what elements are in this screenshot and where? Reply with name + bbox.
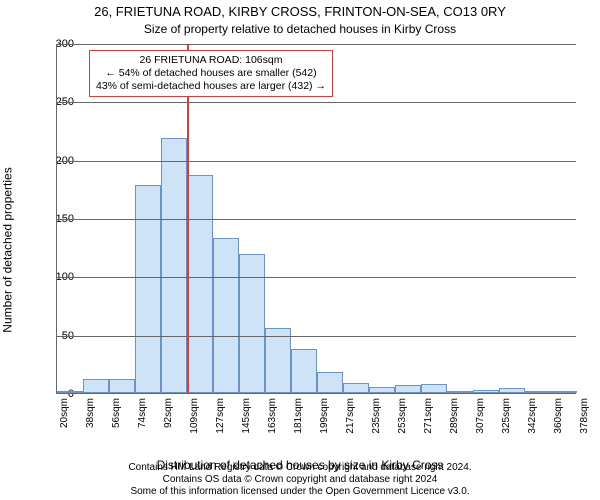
histogram-bar (83, 379, 109, 393)
x-tick-label: 271sqm (423, 398, 434, 434)
gridline (57, 219, 576, 220)
histogram-bar (187, 175, 213, 393)
gridline (57, 277, 576, 278)
x-tick-label: 20sqm (59, 398, 70, 428)
x-tick-label: 235sqm (371, 398, 382, 434)
histogram-bar (109, 379, 135, 393)
annotation-line1: 26 FRIETUNA ROAD: 106sqm (96, 54, 326, 67)
histogram-bar (57, 391, 83, 393)
footer-line2: Contains OS data © Crown copyright and d… (0, 474, 600, 486)
gridline (57, 44, 576, 45)
histogram-bar (395, 385, 421, 393)
title-sub: Size of property relative to detached ho… (0, 22, 600, 36)
footer: Contains HM Land Registry data © Crown c… (0, 462, 600, 498)
chart-container: 26, FRIETUNA ROAD, KIRBY CROSS, FRINTON-… (0, 0, 600, 500)
x-tick-label: 342sqm (527, 398, 538, 434)
gridline (57, 102, 576, 103)
x-tick-label: 163sqm (267, 398, 278, 434)
x-tick-label: 56sqm (111, 398, 122, 428)
gridline (57, 336, 576, 337)
histogram-bar (213, 238, 239, 393)
histogram-bar (161, 138, 187, 394)
x-tick-label: 360sqm (553, 398, 564, 434)
x-tick-label: 307sqm (475, 398, 486, 434)
x-tick-label: 127sqm (215, 398, 226, 434)
x-tick-label: 92sqm (163, 398, 174, 428)
histogram-bar (551, 391, 577, 393)
histogram-bar (239, 254, 265, 393)
histogram-bar (421, 384, 447, 393)
x-tick-label: 38sqm (85, 398, 96, 428)
x-tick-label: 325sqm (501, 398, 512, 434)
annotation-line3: 43% of semi-detached houses are larger (… (96, 80, 326, 93)
x-tick-label: 289sqm (449, 398, 460, 434)
x-tick-label: 199sqm (319, 398, 330, 434)
x-tick-label: 74sqm (137, 398, 148, 428)
histogram-bar (525, 391, 551, 393)
histogram-bar (343, 383, 369, 394)
x-tick-label: 378sqm (579, 398, 590, 434)
histogram-bar (317, 372, 343, 393)
y-axis-label-text: Number of detached properties (1, 167, 15, 332)
annotation-line2: ← 54% of detached houses are smaller (54… (96, 67, 326, 80)
plot-area: 26 FRIETUNA ROAD: 106sqm ← 54% of detach… (56, 44, 576, 394)
footer-line1: Contains HM Land Registry data © Crown c… (0, 462, 600, 474)
histogram-bar (369, 387, 395, 393)
x-tick-label: 145sqm (241, 398, 252, 434)
histogram-bar (265, 328, 291, 393)
histogram-bar (135, 185, 161, 393)
histogram-bar (291, 349, 317, 393)
footer-line3: Some of this information licensed under … (0, 486, 600, 498)
y-axis-label: Number of detached properties (0, 0, 18, 500)
histogram-bar (447, 391, 473, 393)
x-tick-label: 109sqm (189, 398, 200, 434)
x-tick-label: 181sqm (293, 398, 304, 434)
annotation-box: 26 FRIETUNA ROAD: 106sqm ← 54% of detach… (89, 50, 333, 97)
title-main: 26, FRIETUNA ROAD, KIRBY CROSS, FRINTON-… (0, 4, 600, 19)
histogram-bar (499, 388, 525, 393)
gridline (57, 161, 576, 162)
x-tick-label: 253sqm (397, 398, 408, 434)
histogram-bar (473, 390, 499, 394)
x-tick-label: 217sqm (345, 398, 356, 434)
